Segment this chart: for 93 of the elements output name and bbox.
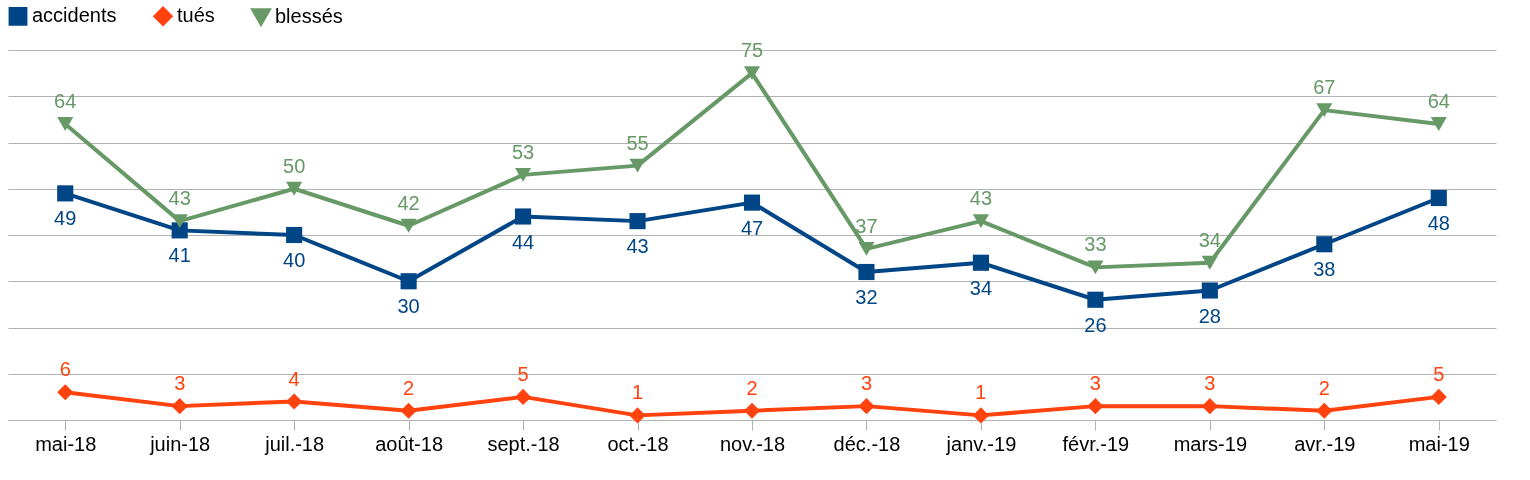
point (1430, 117, 1447, 131)
point (286, 226, 303, 244)
data-label: 50 (283, 154, 306, 177)
data-label: 43 (626, 235, 649, 258)
point (858, 241, 875, 256)
x-tick-label: févr.-19 (1062, 432, 1130, 455)
data-label: 2 (746, 376, 758, 399)
data-label: 32 (855, 286, 878, 308)
data-label: 3 (1204, 372, 1216, 395)
point (400, 218, 417, 233)
point (1201, 282, 1218, 299)
point (1087, 260, 1104, 275)
point (1087, 398, 1104, 415)
data-label: 43 (969, 187, 993, 210)
data-label: 64 (54, 90, 77, 112)
data-label: 4 (288, 367, 300, 390)
data-label: 40 (283, 249, 306, 271)
point (57, 117, 74, 131)
point (1201, 255, 1218, 270)
data-label: 64 (1427, 90, 1450, 112)
point (171, 398, 188, 415)
point (1316, 103, 1333, 118)
data-label: 44 (511, 230, 535, 253)
legend-label: accidents (32, 4, 117, 27)
point (629, 407, 646, 424)
point (1430, 388, 1447, 405)
x-tick-label: janv.-19 (945, 432, 1017, 455)
data-label: 3 (860, 372, 873, 395)
point (1201, 398, 1218, 415)
point (400, 273, 417, 290)
legend-label: tués (177, 4, 215, 27)
x-tick-label: juin-18 (149, 432, 211, 455)
data-label: 3 (174, 372, 186, 395)
x-tick-label: mai-18 (35, 432, 97, 455)
point (286, 393, 303, 410)
data-label: 37 (855, 214, 878, 237)
point (1316, 236, 1333, 253)
point (743, 402, 761, 419)
point (515, 208, 532, 225)
data-label: 38 (1313, 258, 1336, 281)
data-label: 75 (740, 39, 764, 62)
point (57, 384, 74, 401)
point (1430, 189, 1447, 207)
point (57, 185, 74, 202)
x-tick-label: juil.-18 (264, 432, 325, 455)
data-label: 67 (1313, 76, 1336, 99)
data-label: 1 (975, 381, 987, 404)
x-tick-label: sept.-18 (487, 432, 560, 455)
data-label: 43 (168, 187, 191, 210)
data-label: 28 (1198, 304, 1221, 327)
data-label: 53 (511, 140, 535, 163)
data-label: 33 (1084, 233, 1107, 256)
point (1316, 402, 1333, 419)
point (629, 213, 646, 230)
x-tick-label: août-18 (375, 432, 444, 455)
point (629, 158, 646, 173)
data-label: 41 (168, 244, 191, 267)
point (743, 194, 761, 211)
x-tick-label: mai-19 (1408, 432, 1470, 455)
data-label: 6 (59, 358, 71, 381)
data-label: 42 (397, 191, 420, 214)
point (858, 263, 875, 281)
data-label: 5 (1433, 362, 1445, 385)
data-label: 47 (740, 216, 764, 239)
data-label: 3 (1089, 372, 1101, 395)
data-label: 26 (1084, 313, 1107, 336)
x-tick-label: oct.-18 (607, 432, 669, 455)
x-tick-label: nov.-18 (719, 432, 786, 455)
point (972, 254, 989, 271)
point (743, 66, 761, 81)
data-label: 48 (1427, 212, 1450, 234)
data-label: 1 (631, 381, 644, 404)
point (286, 181, 303, 196)
point (171, 222, 188, 239)
data-label: 2 (1318, 376, 1330, 399)
x-tick-label: déc.-18 (833, 432, 901, 455)
point (400, 402, 417, 419)
x-tick-label: mars-19 (1173, 432, 1248, 455)
x-tick-label: avr.-19 (1294, 432, 1356, 455)
data-label: 30 (397, 295, 420, 318)
point (1087, 291, 1104, 308)
data-label: 55 (626, 131, 649, 154)
data-label: 49 (54, 207, 77, 230)
legend-label: blessés (275, 4, 343, 27)
data-label: 34 (969, 276, 993, 299)
point (972, 214, 989, 229)
point (515, 388, 532, 405)
point (515, 167, 532, 182)
point (972, 407, 989, 424)
point (858, 398, 875, 415)
data-label: 2 (403, 376, 415, 399)
data-label: 5 (517, 362, 529, 385)
data-label: 34 (1198, 228, 1221, 251)
